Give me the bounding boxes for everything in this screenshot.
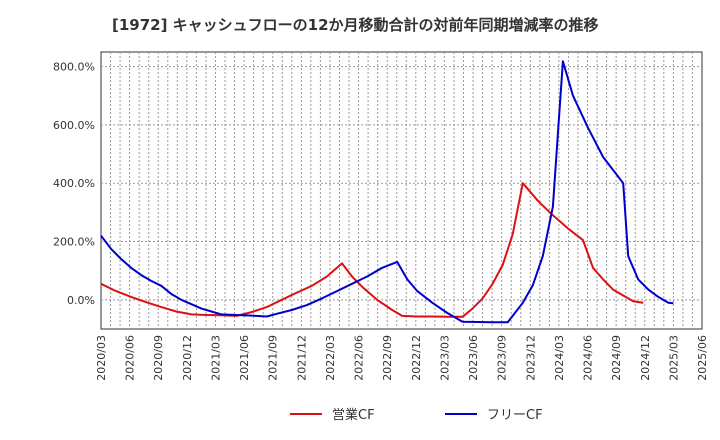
x-axis: 2020/03 2020/06 2020/09 2020/12 2021/03 2021/… [95,335,709,381]
x-tick-label: 2024/06 [582,335,595,381]
x-tick-label: 2020/12 [181,335,194,381]
x-tick-label: 2023/03 [438,335,451,381]
y-axis: 0.0% 200.0% 400.0% 600.0% 800.0% [53,61,95,307]
series-line-free-cf [100,60,674,324]
series-group [100,60,674,324]
x-tick-label: 2023/12 [524,335,537,381]
y-tick-label: 0.0% [67,294,95,307]
plot-area [100,51,703,330]
x-tick-label: 2022/06 [353,335,366,381]
x-tick-label: 2024/12 [639,335,652,381]
grid [101,52,702,329]
x-tick-label: 2025/03 [667,335,680,381]
x-tick-label: 2021/12 [295,335,308,381]
x-tick-label: 2022/03 [324,335,337,381]
x-tick-label: 2020/09 [152,335,165,381]
y-tick-label: 600.0% [53,119,95,132]
legend-label-operating-cf: 営業CF [332,407,375,423]
x-tick-label: 2021/06 [238,335,251,381]
x-tick-label: 2020/06 [124,335,137,381]
x-tick-label: 2025/06 [696,335,709,381]
x-tick-label: 2023/06 [467,335,480,381]
y-tick-label: 800.0% [53,61,95,74]
y-tick-label: 200.0% [53,236,95,249]
x-tick-label: 2021/03 [209,335,222,381]
x-tick-label: 2021/09 [267,335,280,381]
y-tick-label: 400.0% [53,177,95,190]
x-tick-label: 2020/03 [95,335,108,381]
x-tick-label: 2024/03 [553,335,566,381]
x-tick-label: 2022/09 [381,335,394,381]
x-tick-label: 2022/12 [410,335,423,381]
series-line-operating-cf [100,182,644,318]
legend-label-free-cf: フリーCF [487,408,543,423]
legend: 営業CF フリーCF [290,407,543,423]
x-tick-label: 2023/09 [496,335,509,381]
x-tick-label: 2024/09 [610,335,623,381]
chart-title: [1972] キャッシュフローの12か月移動合計の対前年同期増減率の推移 [112,16,599,34]
